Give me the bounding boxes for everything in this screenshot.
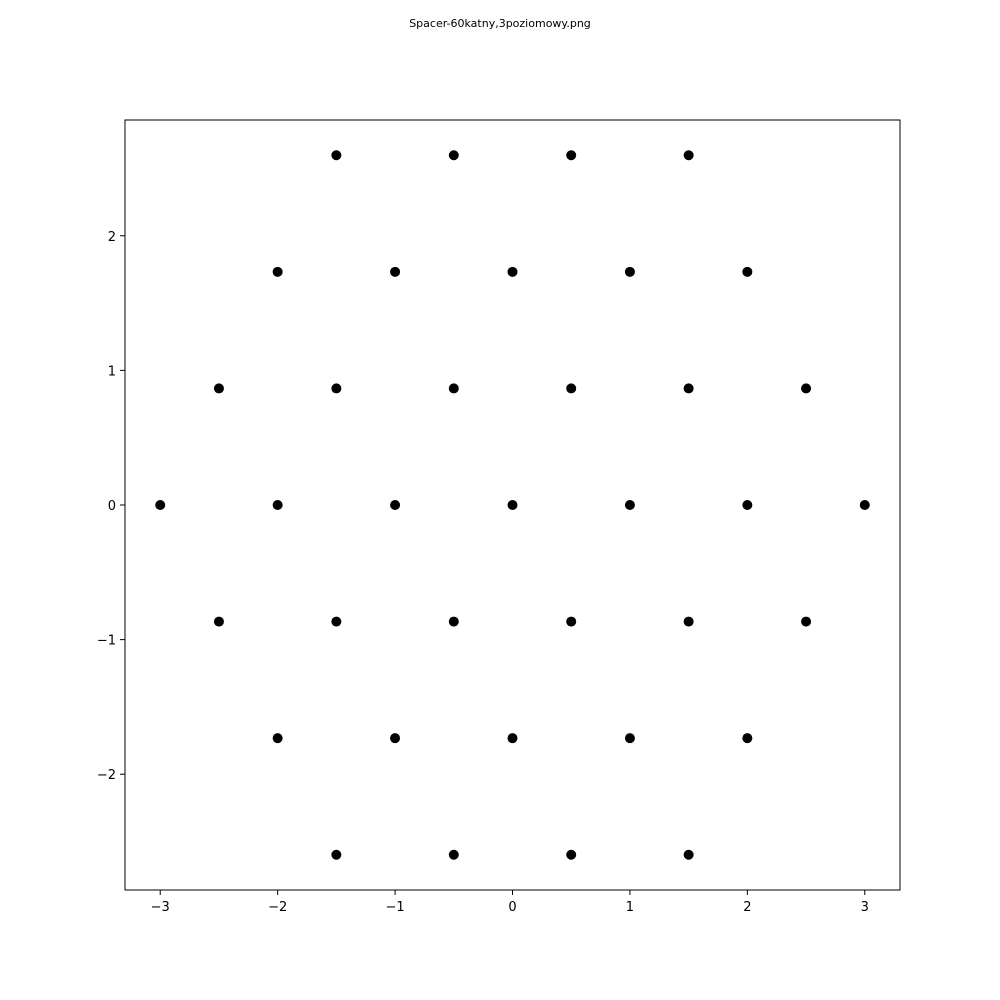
data-point xyxy=(155,500,166,510)
data-point xyxy=(566,383,577,394)
data-point xyxy=(390,733,401,744)
x-tick-label: −2 xyxy=(268,900,287,915)
data-point xyxy=(683,383,694,394)
x-tick-label: 3 xyxy=(861,900,869,915)
figure-title: Spacer-60katny,3poziomowy.png xyxy=(409,17,591,30)
y-tick-label: 1 xyxy=(108,364,116,379)
data-point xyxy=(801,616,812,627)
data-point xyxy=(624,266,635,277)
x-tick-label: 0 xyxy=(508,900,516,915)
axes-layer: −3 −2 −1 0 1 2 3 −2 −1 0 1 2 xyxy=(97,119,901,915)
x-tick-label: 2 xyxy=(743,900,751,915)
x-tick-label: 1 xyxy=(626,900,634,915)
y-tick-label: −1 xyxy=(97,634,116,649)
data-point xyxy=(742,733,753,744)
data-point xyxy=(507,733,518,744)
data-point xyxy=(566,849,577,860)
data-point xyxy=(683,849,694,860)
data-point xyxy=(507,266,518,277)
data-point xyxy=(448,616,459,627)
y-tick-label: 2 xyxy=(108,230,116,245)
data-point xyxy=(742,266,753,277)
data-point xyxy=(331,849,342,860)
y-tick-label: 0 xyxy=(108,499,116,514)
y-tick-label: −2 xyxy=(97,768,116,783)
data-point xyxy=(507,500,518,510)
data-point xyxy=(448,150,459,161)
points-layer xyxy=(155,150,870,860)
data-point xyxy=(742,500,753,510)
data-point xyxy=(683,150,694,161)
data-point xyxy=(272,266,283,277)
data-point xyxy=(624,500,635,510)
data-point xyxy=(566,616,577,627)
data-point xyxy=(331,383,342,394)
data-point xyxy=(272,733,283,744)
data-point xyxy=(448,383,459,394)
data-point xyxy=(801,383,812,394)
x-tick-label: −3 xyxy=(151,900,170,915)
data-point xyxy=(390,500,401,510)
data-point xyxy=(213,383,224,394)
data-point xyxy=(272,500,283,510)
data-point xyxy=(331,150,342,161)
data-point xyxy=(213,616,224,627)
data-point xyxy=(390,266,401,277)
data-point xyxy=(566,150,577,161)
data-point xyxy=(331,616,342,627)
data-point xyxy=(624,733,635,744)
data-point xyxy=(683,616,694,627)
data-point xyxy=(448,849,459,860)
data-point xyxy=(859,500,870,510)
x-tick-label: −1 xyxy=(385,900,404,915)
